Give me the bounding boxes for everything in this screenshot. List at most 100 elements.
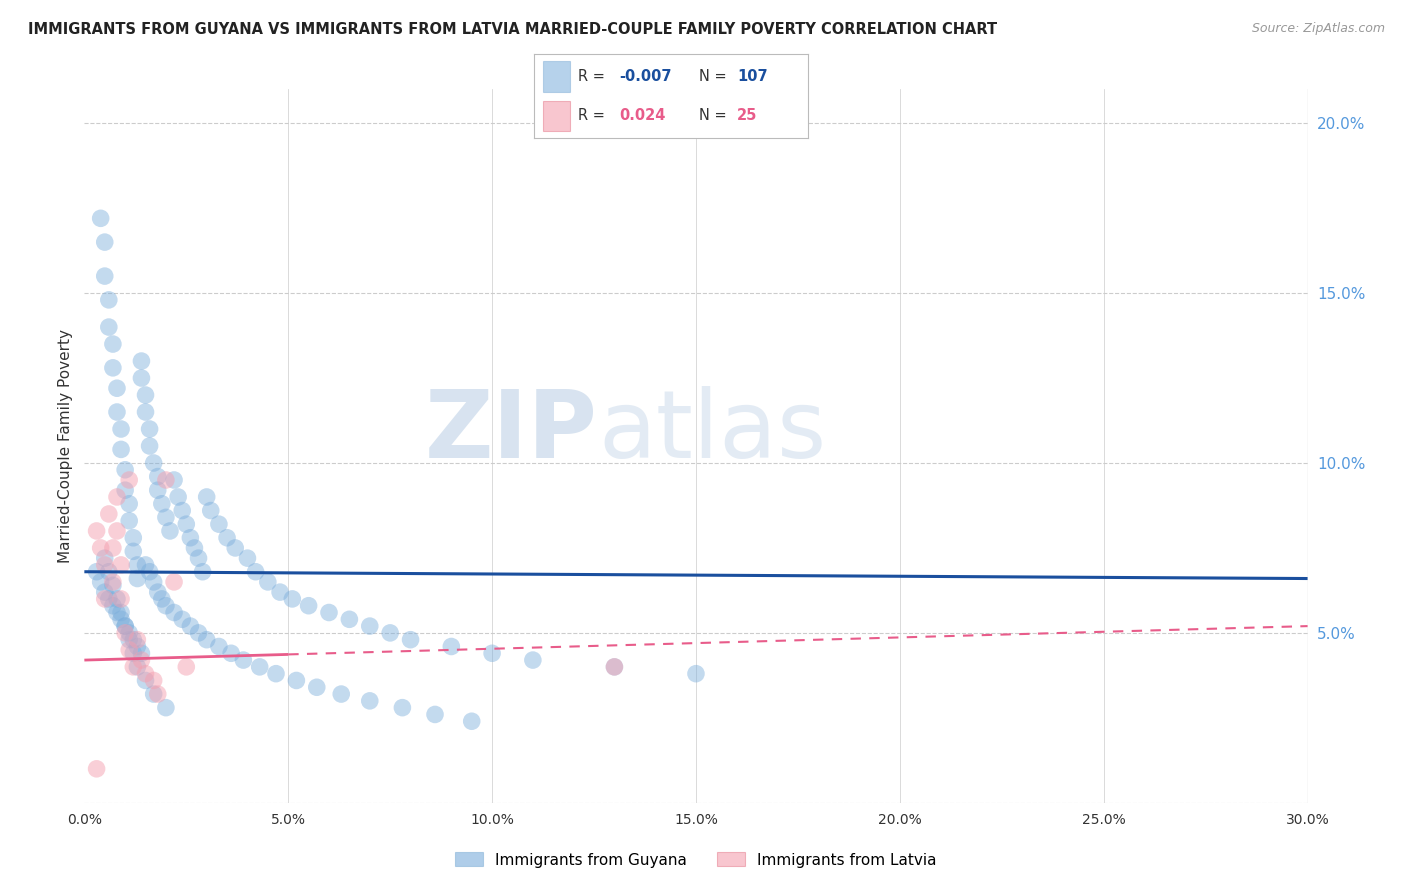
Point — [101, 578, 124, 592]
Point — [359, 619, 381, 633]
FancyBboxPatch shape — [543, 62, 569, 92]
Point — [339, 612, 361, 626]
Point — [142, 574, 165, 589]
Point — [269, 585, 291, 599]
Point — [127, 572, 149, 586]
Point — [142, 456, 165, 470]
Point — [172, 612, 194, 626]
Point — [298, 599, 321, 613]
Point — [245, 565, 267, 579]
Point — [219, 646, 242, 660]
FancyBboxPatch shape — [543, 101, 569, 131]
Point — [97, 565, 120, 579]
Point — [146, 483, 169, 498]
Text: -0.007: -0.007 — [619, 69, 672, 84]
Point — [118, 473, 141, 487]
Point — [101, 599, 124, 613]
Text: 107: 107 — [737, 69, 768, 84]
Point — [142, 673, 165, 688]
Point — [131, 653, 153, 667]
Point — [440, 640, 463, 654]
Text: R =: R = — [578, 69, 605, 84]
Point — [163, 473, 186, 487]
Point — [105, 606, 128, 620]
Text: 0.024: 0.024 — [619, 108, 665, 123]
Point — [93, 551, 115, 566]
Point — [90, 211, 112, 226]
Point — [249, 660, 271, 674]
Point — [131, 354, 153, 368]
Point — [127, 640, 149, 654]
Text: ZIP: ZIP — [425, 385, 598, 478]
Point — [224, 541, 246, 555]
Point — [159, 524, 181, 538]
Point — [191, 565, 214, 579]
Text: R =: R = — [578, 108, 605, 123]
Point — [318, 606, 340, 620]
Point — [172, 503, 194, 517]
Point — [146, 469, 169, 483]
Text: IMMIGRANTS FROM GUYANA VS IMMIGRANTS FROM LATVIA MARRIED-COUPLE FAMILY POVERTY C: IMMIGRANTS FROM GUYANA VS IMMIGRANTS FRO… — [28, 22, 997, 37]
Point — [127, 558, 149, 572]
Y-axis label: Married-Couple Family Poverty: Married-Couple Family Poverty — [58, 329, 73, 563]
Point — [86, 565, 108, 579]
Point — [122, 646, 145, 660]
Point — [93, 235, 115, 249]
Point — [105, 524, 128, 538]
Point — [423, 707, 446, 722]
Point — [685, 666, 707, 681]
Point — [118, 497, 141, 511]
Point — [461, 714, 484, 729]
Point — [150, 591, 173, 606]
Point — [93, 585, 115, 599]
Point — [208, 640, 231, 654]
Point — [330, 687, 353, 701]
Point — [105, 405, 128, 419]
Point — [97, 320, 120, 334]
Point — [138, 439, 160, 453]
Text: N =: N = — [699, 108, 727, 123]
Point — [93, 558, 115, 572]
Point — [114, 483, 136, 498]
Point — [174, 660, 197, 674]
Point — [603, 660, 626, 674]
Point — [114, 619, 136, 633]
Text: 25: 25 — [737, 108, 758, 123]
Point — [105, 490, 128, 504]
Point — [110, 591, 132, 606]
Point — [138, 422, 160, 436]
Point — [217, 531, 239, 545]
Point — [179, 531, 201, 545]
Point — [110, 558, 132, 572]
Point — [155, 599, 177, 613]
Point — [603, 660, 626, 674]
Point — [232, 653, 254, 667]
Point — [110, 422, 132, 436]
Point — [118, 514, 141, 528]
Text: N =: N = — [699, 69, 727, 84]
Point — [114, 619, 136, 633]
Point — [105, 591, 128, 606]
Point — [380, 626, 402, 640]
Point — [208, 517, 231, 532]
Point — [101, 360, 124, 375]
Point — [114, 626, 136, 640]
Point — [163, 574, 186, 589]
Point — [236, 551, 259, 566]
Point — [101, 541, 124, 555]
Point — [481, 646, 503, 660]
Point — [122, 531, 145, 545]
Point — [93, 591, 115, 606]
Point — [105, 381, 128, 395]
Point — [114, 463, 136, 477]
Point — [86, 762, 108, 776]
Point — [138, 565, 160, 579]
Point — [97, 591, 120, 606]
Point — [135, 388, 157, 402]
Point — [163, 606, 186, 620]
Point — [195, 632, 218, 647]
Point — [391, 700, 413, 714]
Legend: Immigrants from Guyana, Immigrants from Latvia: Immigrants from Guyana, Immigrants from … — [449, 847, 943, 873]
Point — [101, 337, 124, 351]
Point — [122, 544, 145, 558]
